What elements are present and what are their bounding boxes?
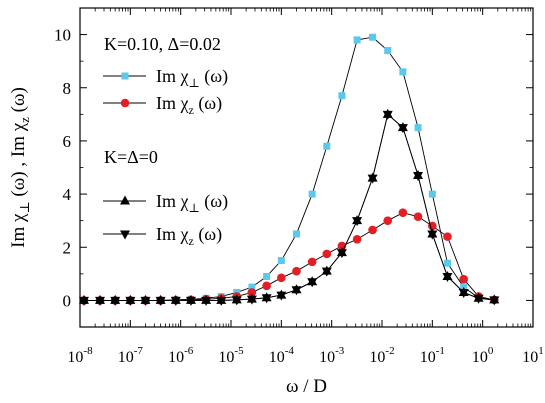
data-point (292, 230, 300, 238)
series-line-2 (83, 113, 495, 301)
x-tick-label: 10-7 (118, 345, 144, 366)
y-tick-label: 6 (63, 132, 72, 151)
data-point (78, 296, 89, 306)
data-point (247, 288, 257, 297)
data-point (277, 273, 286, 283)
data-point (427, 230, 438, 240)
data-point (248, 283, 256, 291)
data-point (291, 286, 302, 296)
data-point (170, 296, 181, 306)
data-point (414, 124, 422, 132)
x-tick-label: 10-1 (420, 345, 445, 366)
data-point (399, 68, 407, 76)
x-tick-label: 10-2 (369, 345, 394, 366)
legend-marker (121, 72, 129, 80)
data-point (459, 274, 469, 284)
legend-header: K=0.10, Δ=0.02 (104, 34, 221, 54)
data-point (382, 110, 393, 120)
data-point (292, 266, 301, 276)
data-point (110, 296, 121, 306)
series-0 (80, 33, 498, 304)
y-tick-label: 10 (54, 26, 71, 45)
data-point (263, 272, 271, 280)
data-point (277, 257, 285, 265)
data-point (338, 92, 346, 100)
x-axis-label: ω / D (286, 376, 327, 397)
data-point (261, 294, 272, 304)
data-point (353, 36, 361, 44)
data-point (276, 291, 287, 301)
series-3 (78, 110, 500, 306)
axes-layer: 10-8 10-7 10-6 10-5 10-4 10-3 10-2 10-1 100 101 0 2… (8, 7, 544, 397)
data-point (413, 212, 423, 221)
data-point (201, 296, 212, 306)
x-tick-label: 10-5 (218, 345, 244, 366)
legend-marker (120, 195, 130, 205)
data-point (443, 232, 452, 241)
x-tick-label: 10-3 (319, 345, 345, 366)
data-point (443, 259, 451, 267)
series-line-3 (83, 113, 495, 301)
data-point (95, 296, 106, 306)
y-tick-label: 4 (63, 185, 72, 204)
data-point (307, 278, 318, 288)
data-point (368, 225, 377, 235)
data-point (307, 257, 317, 267)
x-tick-label: 10-4 (269, 345, 295, 366)
data-point (473, 294, 484, 304)
data-point (185, 296, 196, 306)
data-point (398, 208, 408, 217)
data-point (155, 296, 166, 306)
data-point (397, 124, 408, 134)
data-point (489, 296, 500, 306)
data-point (322, 249, 332, 259)
y-axis-label: Im χ⊥ (ω) , Im χz (ω) (8, 87, 32, 248)
y-tick-label: 2 (63, 238, 72, 257)
data-point (367, 174, 378, 184)
data-point (384, 47, 392, 55)
data-point (321, 267, 332, 277)
y-tick-label: 0 (63, 291, 72, 310)
series-1 (79, 208, 499, 305)
data-point (428, 190, 436, 198)
y-tick-label: 8 (63, 79, 72, 98)
data-point (125, 296, 136, 306)
data-point (308, 190, 316, 198)
data-point (458, 288, 469, 298)
x-tick-label: 100 (472, 345, 494, 366)
legend-label: Im χz (ω) (156, 224, 222, 248)
data-point (352, 217, 363, 227)
data-point (262, 281, 271, 291)
legend-label: Im χz (ω) (156, 93, 222, 117)
data-point (383, 216, 393, 225)
legend-label: Im χ⊥ (ω) (156, 191, 228, 215)
data-point (336, 249, 347, 259)
legend-label: Im χ⊥ (ω) (156, 66, 228, 90)
data-point (413, 171, 424, 181)
data-point (442, 272, 453, 282)
legend-marker (120, 230, 130, 240)
x-tick-label: 10-6 (168, 345, 194, 366)
legend: K=0.10, Δ=0.02 Im χ⊥ (ω) Im χz (ω) K=Δ=0 Im … (103, 34, 228, 248)
data-point (246, 295, 257, 305)
data-point (216, 296, 227, 306)
series-line-0 (83, 36, 495, 301)
legend-header: K=Δ=0 (104, 147, 158, 167)
data-point (323, 142, 331, 150)
data-point (352, 234, 362, 244)
data-point (231, 296, 242, 306)
legend-marker (120, 98, 130, 108)
series-layer (78, 33, 500, 306)
x-tick-label: 101 (522, 345, 544, 366)
data-point (140, 296, 151, 306)
data-point (369, 33, 377, 41)
x-tick-label: 10-8 (67, 345, 93, 366)
